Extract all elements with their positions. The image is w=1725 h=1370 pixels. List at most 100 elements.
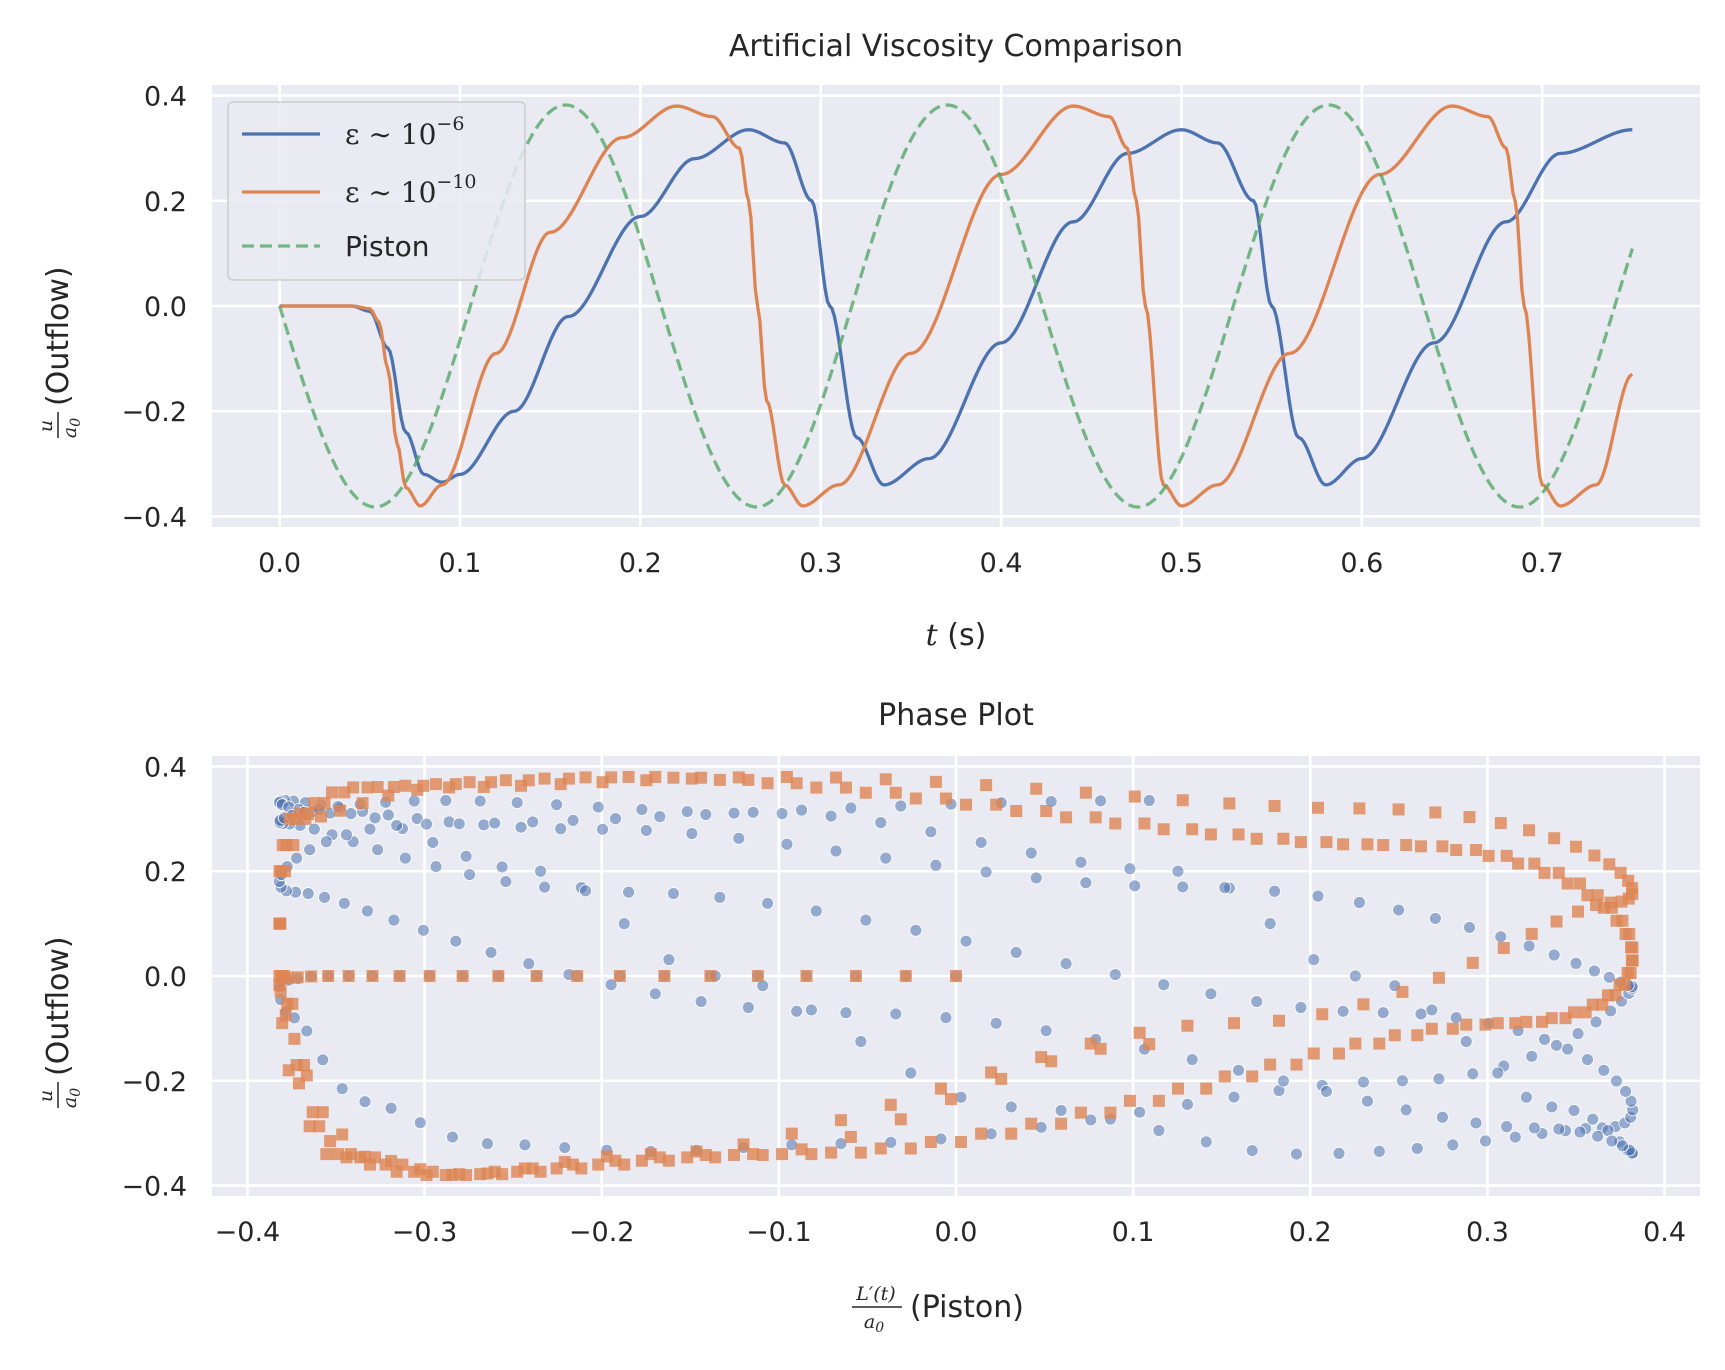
scatter-point-eps10 [854,1146,867,1159]
scatter-point-eps10 [571,970,584,982]
top-x-axis-label: t (s) [926,618,987,653]
scatter-point-eps6 [1494,930,1508,944]
series-line-eps6 [279,128,1633,487]
svg-text:a0: a0 [864,1311,884,1336]
scatter-point-eps10 [1388,1029,1401,1042]
scatter-point-eps6 [680,805,694,818]
scatter-point-eps10 [453,1168,466,1181]
scatter-point-eps6 [290,851,304,865]
scatter-point-eps10 [790,777,803,790]
scatter-point-eps10 [709,1151,722,1164]
scatter-point-eps10 [1559,1012,1572,1025]
scatter-point-eps10 [874,1142,887,1155]
scatter-point-eps10 [324,1135,337,1147]
bottom-chart: −0.4 −0.3 −0.2 −0.1 0.0 0.1 0.2 0.3 0.4 −0.4 −0.2… [35,698,1700,1336]
scatter-point-eps10 [1045,1055,1058,1068]
scatter-point-eps10 [1536,1015,1549,1028]
scatter-point-eps6 [653,810,667,824]
scatter-point-eps6 [1588,964,1601,978]
scatter-point-eps10 [1311,801,1324,814]
scatter-point-eps10 [1525,927,1538,940]
scatter-point-eps10 [322,970,335,982]
scatter-point-eps6 [1128,879,1142,893]
scatter-point-eps6 [884,1135,898,1149]
scatter-point-eps10 [1133,1026,1146,1039]
bottom-x-tick-label: 0.4 [1643,1217,1686,1248]
scatter-point-eps10 [805,1148,818,1161]
scatter-point-eps6 [746,805,760,819]
scatter-point-eps10 [1603,858,1616,871]
bottom-y-tick-label: 0.4 [144,752,187,783]
scatter-point-eps10 [622,770,635,783]
scatter-point-eps10 [274,985,287,998]
scatter-point-eps6 [387,913,401,927]
scatter-point-eps6 [410,812,424,825]
scatter-point-eps10 [1010,805,1023,817]
scatter-point-eps10 [1060,811,1073,824]
scatter-point-eps6 [713,890,727,904]
scatter-point-eps6 [1357,1075,1370,1089]
top-x-tick-label: 0.3 [799,548,842,579]
scatter-point-eps10 [1084,1037,1097,1050]
scatter-point-eps6 [904,1066,918,1080]
scatter-point-eps10 [326,786,339,799]
scatter-point-eps10 [1586,998,1599,1011]
scatter-point-eps10 [579,771,592,784]
scatter-point-eps10 [849,970,862,982]
scatter-point-eps6 [617,917,631,931]
scatter-point-eps10 [334,804,347,817]
scatter-point-eps10 [1494,817,1507,830]
scatter-point-eps6 [526,815,540,829]
scatter-point-eps6 [473,794,487,808]
scatter-point-eps10 [1104,1106,1117,1119]
scatter-point-eps10 [1079,786,1092,799]
scatter-point-eps6 [1425,1003,1439,1017]
scatter-point-eps6 [1199,1135,1213,1149]
scatter-point-eps6 [1436,1110,1449,1124]
scatter-point-eps6 [416,923,430,937]
scatter-point-eps10 [280,839,293,852]
scatter-point-eps10 [1596,998,1609,1011]
scatter-point-eps6 [335,1082,349,1096]
top-x-tick-label: 0.5 [1160,548,1203,579]
scatter-point-eps10 [1446,1022,1459,1035]
scatter-point-eps10 [1123,1094,1136,1107]
scatter-point-eps6 [839,1006,853,1020]
scatter-point-eps10 [305,970,318,983]
scatter-point-eps6 [1586,1112,1600,1126]
scatter-point-eps6 [368,811,382,825]
scatter-point-eps10 [1548,832,1561,845]
scatter-point-eps6 [1581,1053,1594,1066]
scatter-point-eps6 [1227,1090,1241,1104]
scatter-point-eps6 [1039,1024,1053,1038]
scatter-point-eps6 [854,1035,868,1048]
scatter-point-eps10 [1545,1012,1558,1025]
scatter-point-eps10 [690,1145,703,1158]
scatter-point-eps10 [653,1151,666,1164]
scatter-point-eps10 [780,770,793,783]
top-x-tick-label: 0.7 [1521,548,1564,579]
scatter-point-eps10 [1429,806,1442,819]
scatter-point-eps6 [635,803,649,816]
scatter-point-eps6 [1569,956,1583,970]
scatter-point-eps6 [534,864,547,878]
scatter-point-eps10 [1414,840,1427,853]
scatter-point-eps6 [929,858,943,872]
scatter-point-eps10 [1512,857,1525,870]
scatter-point-eps6 [662,953,676,967]
scatter-point-eps6 [1245,1144,1259,1157]
scatter-point-eps6 [859,913,873,927]
scatter-point-eps6 [1376,1006,1390,1020]
scatter-point-eps6 [1591,1129,1605,1143]
legend-label-eps6: ε ∼ 10−6 [345,113,464,151]
bottom-y-tick-labels: −0.4 −0.2 0.0 0.2 0.4 [121,752,187,1202]
scatter-point-eps10 [667,771,680,784]
scatter-point-eps6 [459,849,473,863]
scatter-point-eps10 [1316,1008,1329,1021]
scatter-point-eps10 [1614,866,1627,879]
scatter-point-eps6 [1171,864,1185,878]
scatter-point-eps6 [1290,1147,1303,1161]
bottom-x-axis-label: L′(t) a0 (Piston) [852,1283,1024,1336]
scatter-point-eps6 [429,860,443,873]
scatter-point-eps10 [1143,1038,1156,1051]
